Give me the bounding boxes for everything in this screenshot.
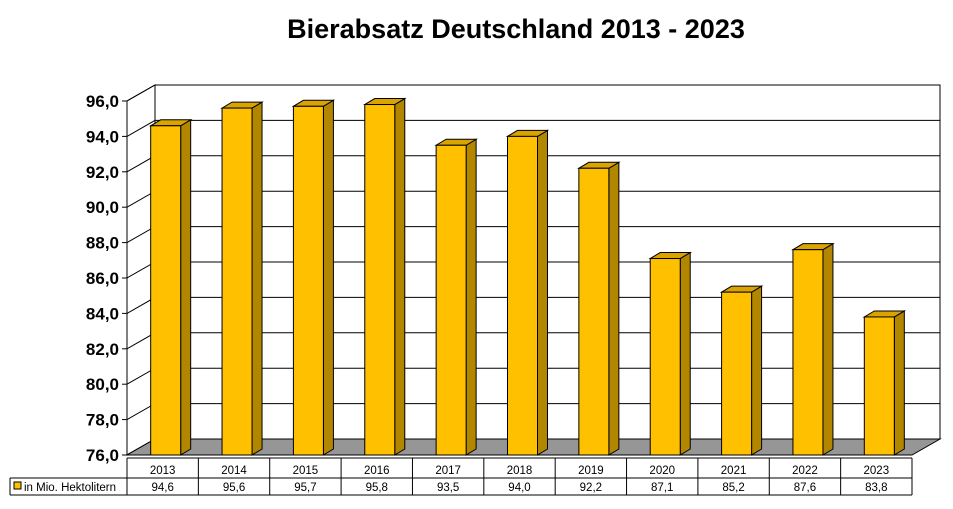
- bar-side: [822, 242, 834, 456]
- y-tick-label: 88,0: [86, 234, 119, 253]
- y-tick-label: 84,0: [86, 304, 119, 323]
- bar-front: [150, 125, 182, 456]
- chart-title: Bierabsatz Deutschland 2013 - 2023: [287, 14, 745, 44]
- bar-front: [721, 291, 753, 456]
- y-tick-label: 76,0: [86, 446, 119, 465]
- y-tick-label: 90,0: [86, 198, 119, 217]
- bar-front: [649, 258, 681, 456]
- bar-front: [507, 135, 538, 456]
- data-label: 93,5: [437, 482, 459, 494]
- bar-front: [221, 107, 253, 456]
- bar-side: [608, 161, 620, 456]
- bar-side: [394, 97, 406, 456]
- y-tick-label: 80,0: [86, 375, 119, 394]
- bar-side: [751, 285, 763, 456]
- bar-front: [435, 144, 467, 456]
- gridline: [126, 84, 940, 102]
- bar-2020: [648, 251, 693, 456]
- data-label: 94,6: [151, 482, 173, 494]
- bar-2022: [791, 242, 835, 456]
- bar-front: [863, 316, 895, 456]
- x-tick-label: 2022: [792, 465, 818, 477]
- bars: [148, 97, 907, 456]
- bar-side: [251, 101, 263, 456]
- bar-2018: [505, 129, 550, 456]
- bar-2023: [862, 310, 907, 456]
- x-tick-label: 2017: [435, 465, 461, 477]
- x-tick-label: 2015: [293, 465, 319, 477]
- bar-front: [792, 249, 824, 456]
- x-tick-label: 2019: [578, 465, 604, 477]
- bar-2015: [291, 99, 336, 456]
- y-tick-label: 82,0: [86, 340, 119, 359]
- y-tick-label: 96,0: [86, 92, 119, 111]
- y-tick-label: 92,0: [86, 163, 119, 182]
- x-tick-label: 2013: [150, 465, 176, 477]
- x-tick-label: 2023: [864, 465, 890, 477]
- data-label: 95,7: [294, 482, 316, 494]
- x-tick-label: 2020: [649, 465, 675, 477]
- data-label: 95,8: [366, 482, 388, 494]
- data-label: 85,2: [722, 482, 744, 494]
- x-tick-label: 2016: [364, 465, 390, 477]
- bar-2017: [434, 138, 478, 456]
- data-label: 87,6: [794, 482, 816, 494]
- data-label: 94,0: [508, 482, 530, 494]
- bar-side: [465, 138, 477, 456]
- x-tick-label: 2021: [721, 465, 747, 477]
- bar-2019: [577, 161, 621, 456]
- y-tick-label: 86,0: [86, 269, 119, 288]
- bar-2016: [362, 97, 407, 456]
- data-label: 83,8: [865, 482, 887, 494]
- y-axis: 76,0 78,0 80,0 82,0 84,0 86,0 88,0 90,0 92,0 94,0…: [86, 92, 128, 465]
- bar-front: [364, 104, 396, 456]
- x-tick-label: 2014: [221, 465, 247, 477]
- bar-side: [679, 251, 691, 456]
- y-tick-label: 78,0: [86, 411, 119, 430]
- y-tick-label: 94,0: [86, 127, 119, 146]
- bar-2014: [220, 101, 264, 456]
- bar-side: [180, 118, 192, 456]
- series-name: in Mio. Hektolitern: [24, 482, 116, 494]
- bar-side: [537, 129, 548, 456]
- x-tick-label: 2018: [507, 465, 533, 477]
- legend-key: [13, 481, 22, 490]
- bar-2013: [148, 118, 193, 456]
- data-label: 95,6: [223, 482, 245, 494]
- bar-front: [292, 105, 324, 456]
- bar-side: [893, 310, 905, 456]
- bar-2021: [719, 285, 764, 456]
- data-table: in Mio. Hektolitern 2013 94,6 2014 95,6 2015 9…: [9, 457, 913, 496]
- bar-front: [578, 167, 610, 456]
- data-label: 87,1: [651, 482, 673, 494]
- bar-side: [322, 99, 334, 456]
- data-label: 92,2: [580, 482, 602, 494]
- gridline: [126, 119, 940, 137]
